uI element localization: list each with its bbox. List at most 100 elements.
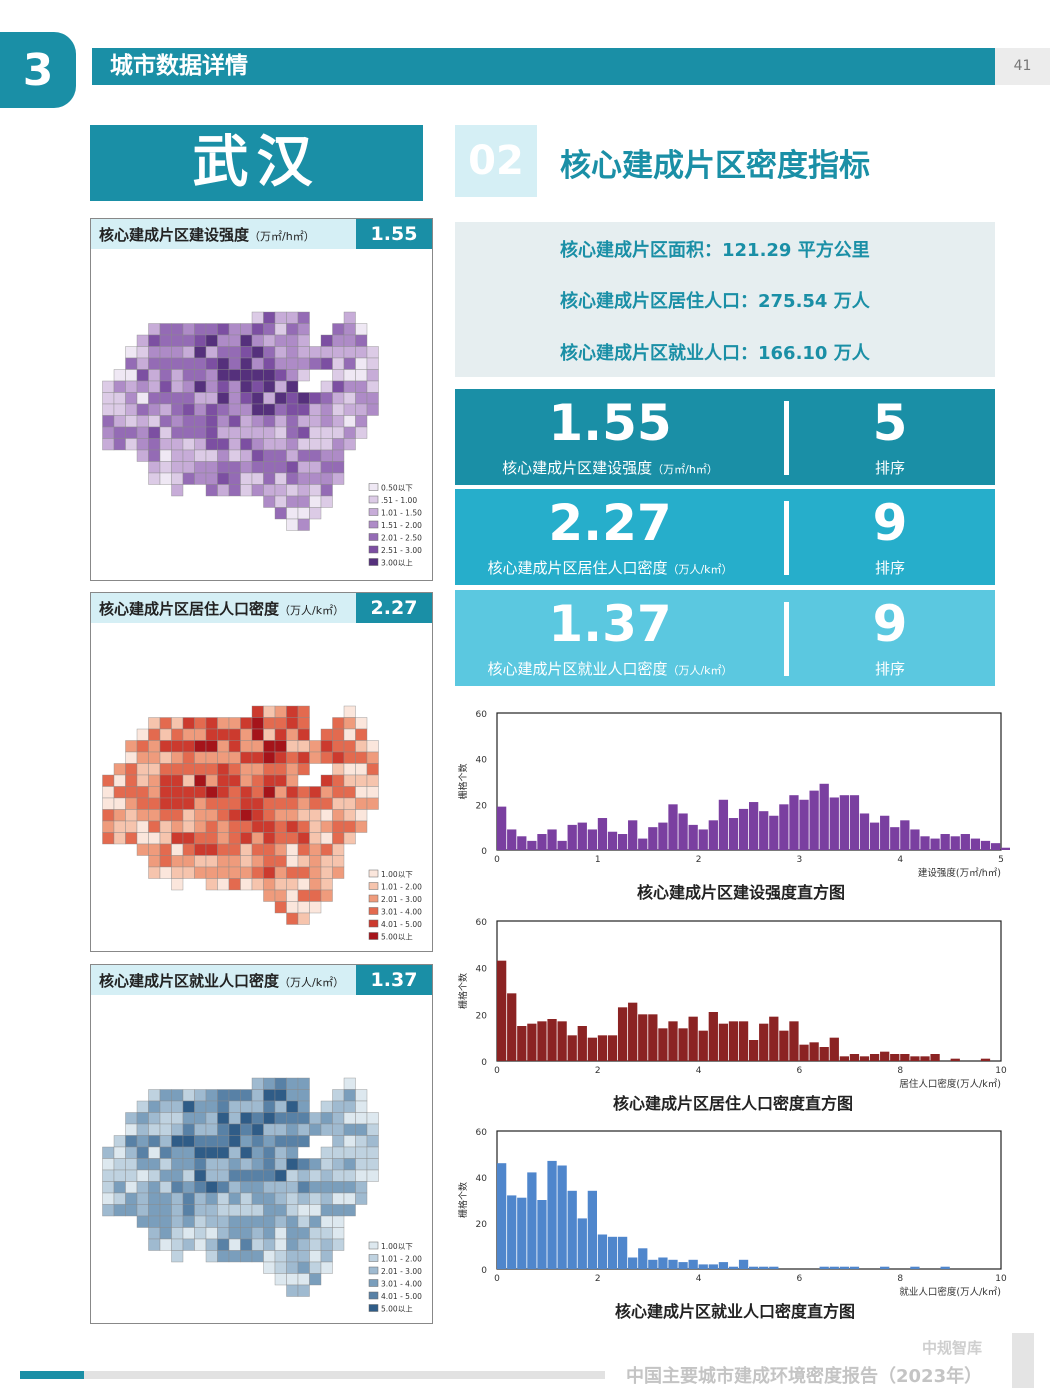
grid-cell [205,1204,218,1217]
grid-cell [205,1181,218,1194]
grid-cell [148,461,161,474]
grid-cell [320,1100,333,1113]
grid-cell [148,728,161,741]
grid-cell [297,855,310,868]
grid-cell [320,889,333,902]
histogram-bar [910,1266,920,1269]
grid-cell [125,774,138,787]
histogram-bar [638,1014,648,1061]
grid-cell [194,1227,207,1240]
histogram-bar [738,1259,749,1269]
grid-cell [332,1123,345,1136]
histogram-bar [940,1266,950,1269]
grid-cell [332,751,345,764]
grid-cell [136,346,149,359]
grid-cell [194,728,207,741]
grid-cell [320,392,333,405]
grid-cell [343,369,356,382]
grid-cell [320,438,333,451]
histogram-bar [587,1037,597,1061]
grid-cell [274,1089,287,1102]
histogram-bar [779,804,789,850]
y-tick-label: 0 [481,847,487,857]
grid-cell [205,1135,218,1148]
grid-cell [148,1238,161,1251]
grid-cell [182,346,195,359]
grid-cell [182,740,195,753]
grid-cell [297,832,310,845]
info-residents: 核心建成片区居住人口：275.54 万人 [560,291,870,312]
grid-cell [240,369,253,382]
grid-cell [217,346,230,359]
x-tick-label: 3 [797,855,803,865]
grid-cell [136,1135,149,1148]
grid-cell [194,786,207,799]
grid-cell [366,751,379,764]
grid-cell [194,1169,207,1182]
histogram-bar [658,1028,668,1061]
grid-cell [251,1238,264,1251]
grid-cell [182,334,195,347]
grid-cell [251,1169,264,1182]
grid-cell [240,820,253,833]
y-tick-label: 0 [481,1058,487,1068]
grid-cell [182,1123,195,1136]
grid-cell [205,426,218,439]
grid-cell [274,495,287,508]
histogram-bar [910,1056,920,1061]
grid-cell [182,717,195,730]
grid-cell [251,786,264,799]
histogram-bar [880,815,890,850]
grid-cell [136,1158,149,1171]
grid-cell [159,323,172,336]
y-tick-label: 60 [476,1128,488,1138]
grid-cell [228,1146,241,1159]
grid-cell [102,820,115,833]
histogram-bar [829,797,839,850]
grid-cell [102,1169,115,1182]
grid-cell [113,1146,126,1159]
grid-cell [113,1192,126,1205]
grid-cell [274,878,287,891]
grid-cell [228,1123,241,1136]
grid-cell [194,415,207,428]
grid-cell [217,438,230,451]
grid-cell [228,820,241,833]
grid-cell [205,449,218,462]
x-tick-label: 6 [797,1274,803,1284]
grid-cell [343,774,356,787]
grid-cell [251,774,264,787]
grid-cell [159,866,172,879]
grid-cell [217,728,230,741]
grid-cell [113,809,126,822]
grid-cell [182,369,195,382]
grid-cell [194,461,207,474]
grid-cell [263,449,276,462]
grid-cell [228,1227,241,1240]
grid-cell [240,1135,253,1148]
grid-cell [286,763,299,776]
grid-cell [113,1181,126,1194]
histogram-bar [628,820,638,850]
stat-label: 核心建成片区居住人口密度（万人/k㎡） [487,559,733,577]
grid-cell [332,843,345,856]
grid-cell [297,751,310,764]
grid-cell [102,786,115,799]
grid-cell [113,786,126,799]
grid-cell [217,392,230,405]
grid-cell [251,843,264,856]
grid-cell [320,1192,333,1205]
grid-cell [366,763,379,776]
grid-cell [320,751,333,764]
grid-cell [251,346,264,359]
footer-brand: 中规智库 [922,1339,983,1357]
grid-cell [320,334,333,347]
x-tick-label: 10 [995,1066,1007,1076]
grid-cell [182,866,195,879]
grid-cell [205,797,218,810]
grid-cell [228,323,241,336]
grid-cell [217,1123,230,1136]
grid-cell [274,1169,287,1182]
grid-cell [263,415,276,428]
grid-cell [205,323,218,336]
